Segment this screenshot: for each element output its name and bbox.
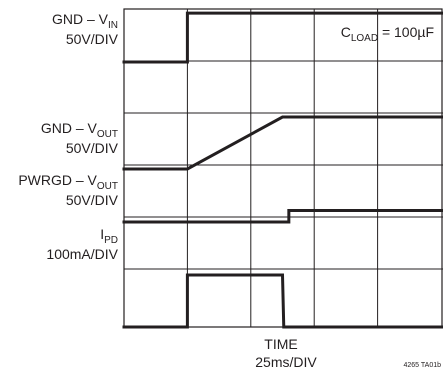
figure-id: 4265 TA01b [404, 362, 442, 369]
trace-label-1: GND – VIN [52, 11, 118, 31]
x-axis-scale: 25ms/DIV [255, 354, 317, 370]
trace-4 [122, 273, 443, 329]
x-axis-label: TIME [264, 336, 297, 352]
trace-label-2: GND – VOUT [41, 120, 118, 140]
trace-label-4: IPD [100, 226, 118, 246]
traces [122, 11, 443, 329]
load-annotation: CLOAD = 100µF [341, 24, 434, 44]
trace-scale-2: 50V/DIV [66, 140, 119, 156]
trace-label-3: PWRGD – VOUT [18, 172, 118, 192]
trace-scale-1: 50V/DIV [66, 31, 119, 47]
trace-scale-3: 50V/DIV [66, 192, 119, 208]
trace-scale-4: 100mA/DIV [46, 246, 118, 262]
trace-2 [122, 115, 443, 171]
trace-3 [122, 209, 443, 224]
trace-1 [122, 11, 443, 64]
